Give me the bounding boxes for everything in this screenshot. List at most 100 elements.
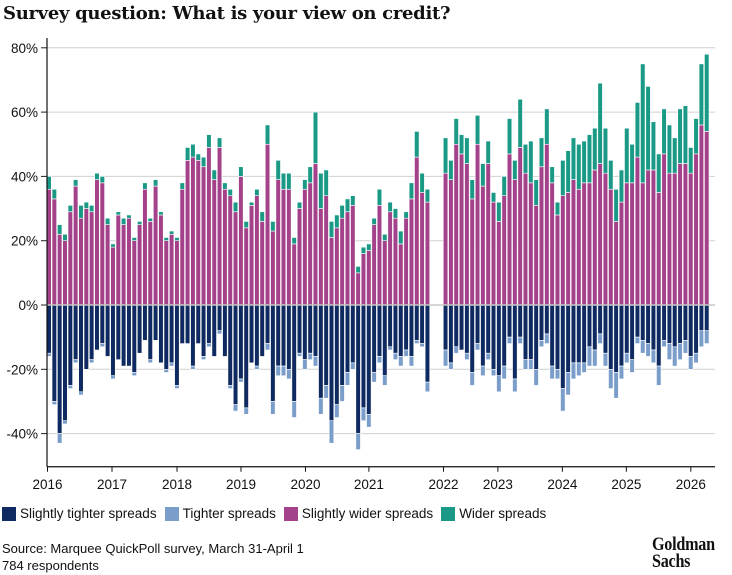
bar-tighter [608,368,614,389]
bar-slightly-wider [506,153,513,306]
bar-tighter [296,352,303,357]
bar-stack [339,205,345,402]
bar-slightly-wider [453,143,459,306]
bar-stack [442,137,449,367]
bar-slightly-wider [570,179,577,306]
bar-stack [184,147,191,344]
bar-slightly-tighter [286,304,292,370]
bar-stack [656,153,662,386]
bar-slightly-wider [195,160,201,306]
bar-tighter [382,375,388,386]
bar-tighter [698,330,704,348]
bar-stack [549,166,555,380]
bar-stack [254,188,260,370]
bar-wider [99,176,105,184]
bar-wider [291,237,297,245]
bar-slightly-tighter [414,304,420,341]
bar-stack [248,201,255,364]
bar-chart: 80% 60% 40% 20% 0% -20% -40% 2016 2017 2018 2019 20… [6,38,715,492]
bar-slightly-wider [121,224,127,306]
bar-tighter [522,359,529,370]
bar-slightly-wider [291,243,297,306]
bar-tighter [360,407,367,422]
x-tick-label: 2023 [483,477,513,492]
bar-wider [672,137,678,174]
respondents-line: 784 respondents [2,558,99,573]
bar-slightly-wider [517,147,523,306]
bar-slightly-tighter [640,304,646,341]
bar-slightly-tighter [661,304,667,341]
bar-wider [469,179,475,200]
bar-stack [501,176,507,380]
bar-stack [485,140,491,360]
bar-slightly-tighter [200,304,207,357]
bar-stack [286,172,292,380]
bar-slightly-tighter [110,304,116,377]
bar-stack [227,188,233,389]
bar-slightly-tighter [419,304,425,344]
bar-wider [115,211,121,216]
bar-tighter [302,359,308,370]
bar-slightly-tighter [586,304,593,348]
bar-slightly-tighter [243,304,249,409]
bar-slightly-tighter [597,304,603,335]
bar-wider [158,211,164,216]
bar-tighter [704,330,710,344]
bar-slightly-wider [275,179,281,306]
x-tick-label: 2020 [290,477,320,492]
bar-slightly-wider [115,214,121,306]
bar-tighter [442,349,449,367]
bar-stack [506,118,513,344]
bar-tighter [560,388,566,412]
bar-slightly-tighter [608,304,614,370]
bar-stack [126,214,132,367]
bar-wider [474,115,481,145]
bar-stack [533,179,539,386]
bar-slightly-wider [387,211,393,306]
bar-tighter [376,356,383,364]
bar-wider [110,243,116,248]
bar-stack [137,221,143,354]
bar-slightly-wider [698,124,704,306]
y-tick-label: 40% [11,169,38,184]
bar-slightly-tighter [666,304,673,344]
bar-tighter [238,378,244,383]
bar-tighter [538,340,545,348]
bar-stack [666,124,673,360]
bar-wider [174,237,180,242]
bar-wider [232,201,239,213]
bar-slightly-wider [512,179,518,306]
bar-slightly-wider [682,163,689,306]
bar-stack [424,188,431,393]
bar-slightly-wider [419,192,425,306]
bar-stack [392,208,399,360]
bar-slightly-wider [89,211,95,306]
bar-slightly-wider [232,211,239,306]
bar-slightly-wider [403,217,409,306]
bar-wider [586,134,593,184]
bar-tighter [517,336,523,344]
bar-slightly-wider [613,221,619,306]
bar-slightly-wider [640,182,646,306]
bar-stack [613,188,619,399]
bar-slightly-tighter [485,304,491,354]
bar-slightly-tighter [704,304,710,332]
bar-tighter [549,365,555,380]
bar-wider [286,172,292,190]
bar-tighter [403,349,409,357]
bar-slightly-wider [382,240,388,306]
bar-slightly-wider [243,227,249,306]
bar-stack [538,137,545,348]
bar-stack [629,143,635,373]
bar-wider [222,182,228,190]
bar-stack [296,201,303,357]
bar-slightly-wider [560,195,566,306]
bar-stack [448,160,454,370]
bar-wider [270,221,276,232]
bar-stack [94,172,100,351]
bar-slightly-tighter [153,304,159,341]
bar-slightly-tighter [62,304,68,422]
bar-slightly-wider [62,240,68,306]
bar-slightly-wider [264,143,271,306]
x-tick-label: 2016 [32,477,62,492]
